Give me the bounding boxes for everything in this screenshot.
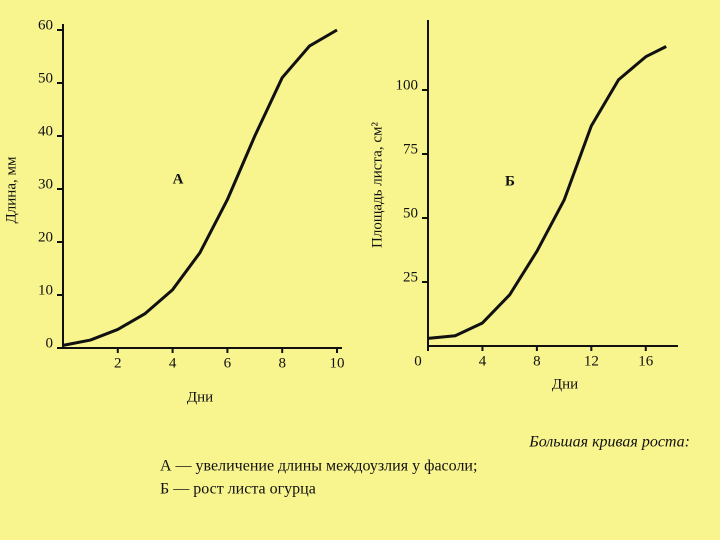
y-tick-label: 20 bbox=[38, 229, 53, 245]
y-tick-label: 100 bbox=[396, 77, 419, 93]
y-tick-label: 25 bbox=[403, 269, 418, 285]
data-line bbox=[427, 45, 667, 340]
x-tick-label: 6 bbox=[224, 355, 232, 371]
x-tick-label: 12 bbox=[584, 353, 599, 369]
annotation: А bbox=[173, 171, 184, 187]
y-axis-label: Площадь листа, см² bbox=[369, 122, 385, 248]
y-tick-label: 0 bbox=[46, 335, 54, 351]
y-tick-label: 60 bbox=[38, 17, 53, 33]
y-tick-label: 10 bbox=[38, 282, 53, 298]
y-axis-label: Длина, мм bbox=[3, 156, 19, 223]
y-tick-label: 75 bbox=[403, 141, 418, 157]
x-tick-label: 10 bbox=[330, 355, 345, 371]
y-tick-label: 30 bbox=[38, 176, 53, 192]
caption-line: А — увеличение длины междоузлия у фасоли… bbox=[160, 458, 477, 475]
x-tick-label: 0 bbox=[414, 353, 422, 369]
y-tick-label: 50 bbox=[38, 70, 53, 86]
x-tick-label: 4 bbox=[169, 355, 177, 371]
x-tick-label: 4 bbox=[479, 353, 487, 369]
annotation: Б bbox=[505, 173, 515, 189]
x-tick-label: 16 bbox=[638, 353, 654, 369]
x-tick-label: 2 bbox=[114, 355, 122, 371]
y-tick-label: 40 bbox=[38, 123, 53, 139]
x-axis-label: Дни bbox=[187, 389, 213, 405]
y-tick-label: 50 bbox=[403, 205, 418, 221]
x-tick-label: 8 bbox=[278, 355, 286, 371]
caption-line: Б — рост листа огурца bbox=[160, 481, 316, 498]
caption-title: Большая кривая роста: bbox=[528, 434, 690, 451]
data-line bbox=[62, 28, 338, 347]
x-axis-label: Дни bbox=[552, 376, 578, 392]
x-tick-label: 8 bbox=[533, 353, 541, 369]
